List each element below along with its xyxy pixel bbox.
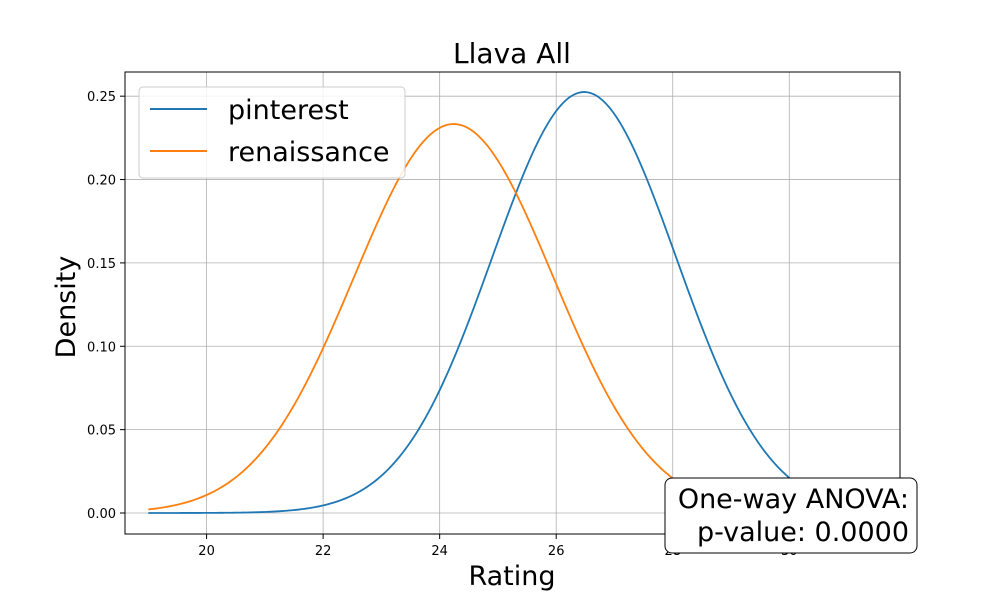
x-tick-label: 20 (198, 544, 215, 559)
annotation-box (664, 477, 918, 554)
x-tick-label: 22 (315, 544, 332, 559)
anova-annotation: One-way ANOVA: p-value: 0.0000 (664, 477, 918, 554)
y-ticks: 0.00 0.05 0.10 0.15 0.20 0.25 (87, 90, 125, 522)
y-tick-label: 0.20 (87, 174, 116, 189)
y-tick-label: 0.25 (87, 90, 116, 105)
series-line-pinterest (148, 91, 808, 514)
series-line-renaissance (148, 123, 871, 514)
legend: pinterest renaissance (138, 86, 406, 179)
axes-frame (124, 71, 901, 535)
annotation-line-2: p-value: 0.0000 (697, 517, 909, 548)
x-tick-label: 24 (431, 544, 448, 559)
annotation-line-1: One-way ANOVA: (678, 484, 909, 515)
legend-label-pinterest: pinterest (228, 95, 349, 126)
y-tick-label: 0.15 (87, 257, 116, 272)
legend-label-renaissance: renaissance (228, 137, 390, 168)
chart-title: Llava All (453, 37, 571, 70)
y-axis-label: Density (51, 256, 82, 359)
y-tick-label: 0.00 (87, 507, 116, 522)
x-axis-label: Rating (468, 561, 555, 592)
y-tick-label: 0.10 (87, 340, 116, 355)
y-tick-label: 0.05 (87, 424, 116, 439)
x-tick-label: 26 (548, 544, 565, 559)
